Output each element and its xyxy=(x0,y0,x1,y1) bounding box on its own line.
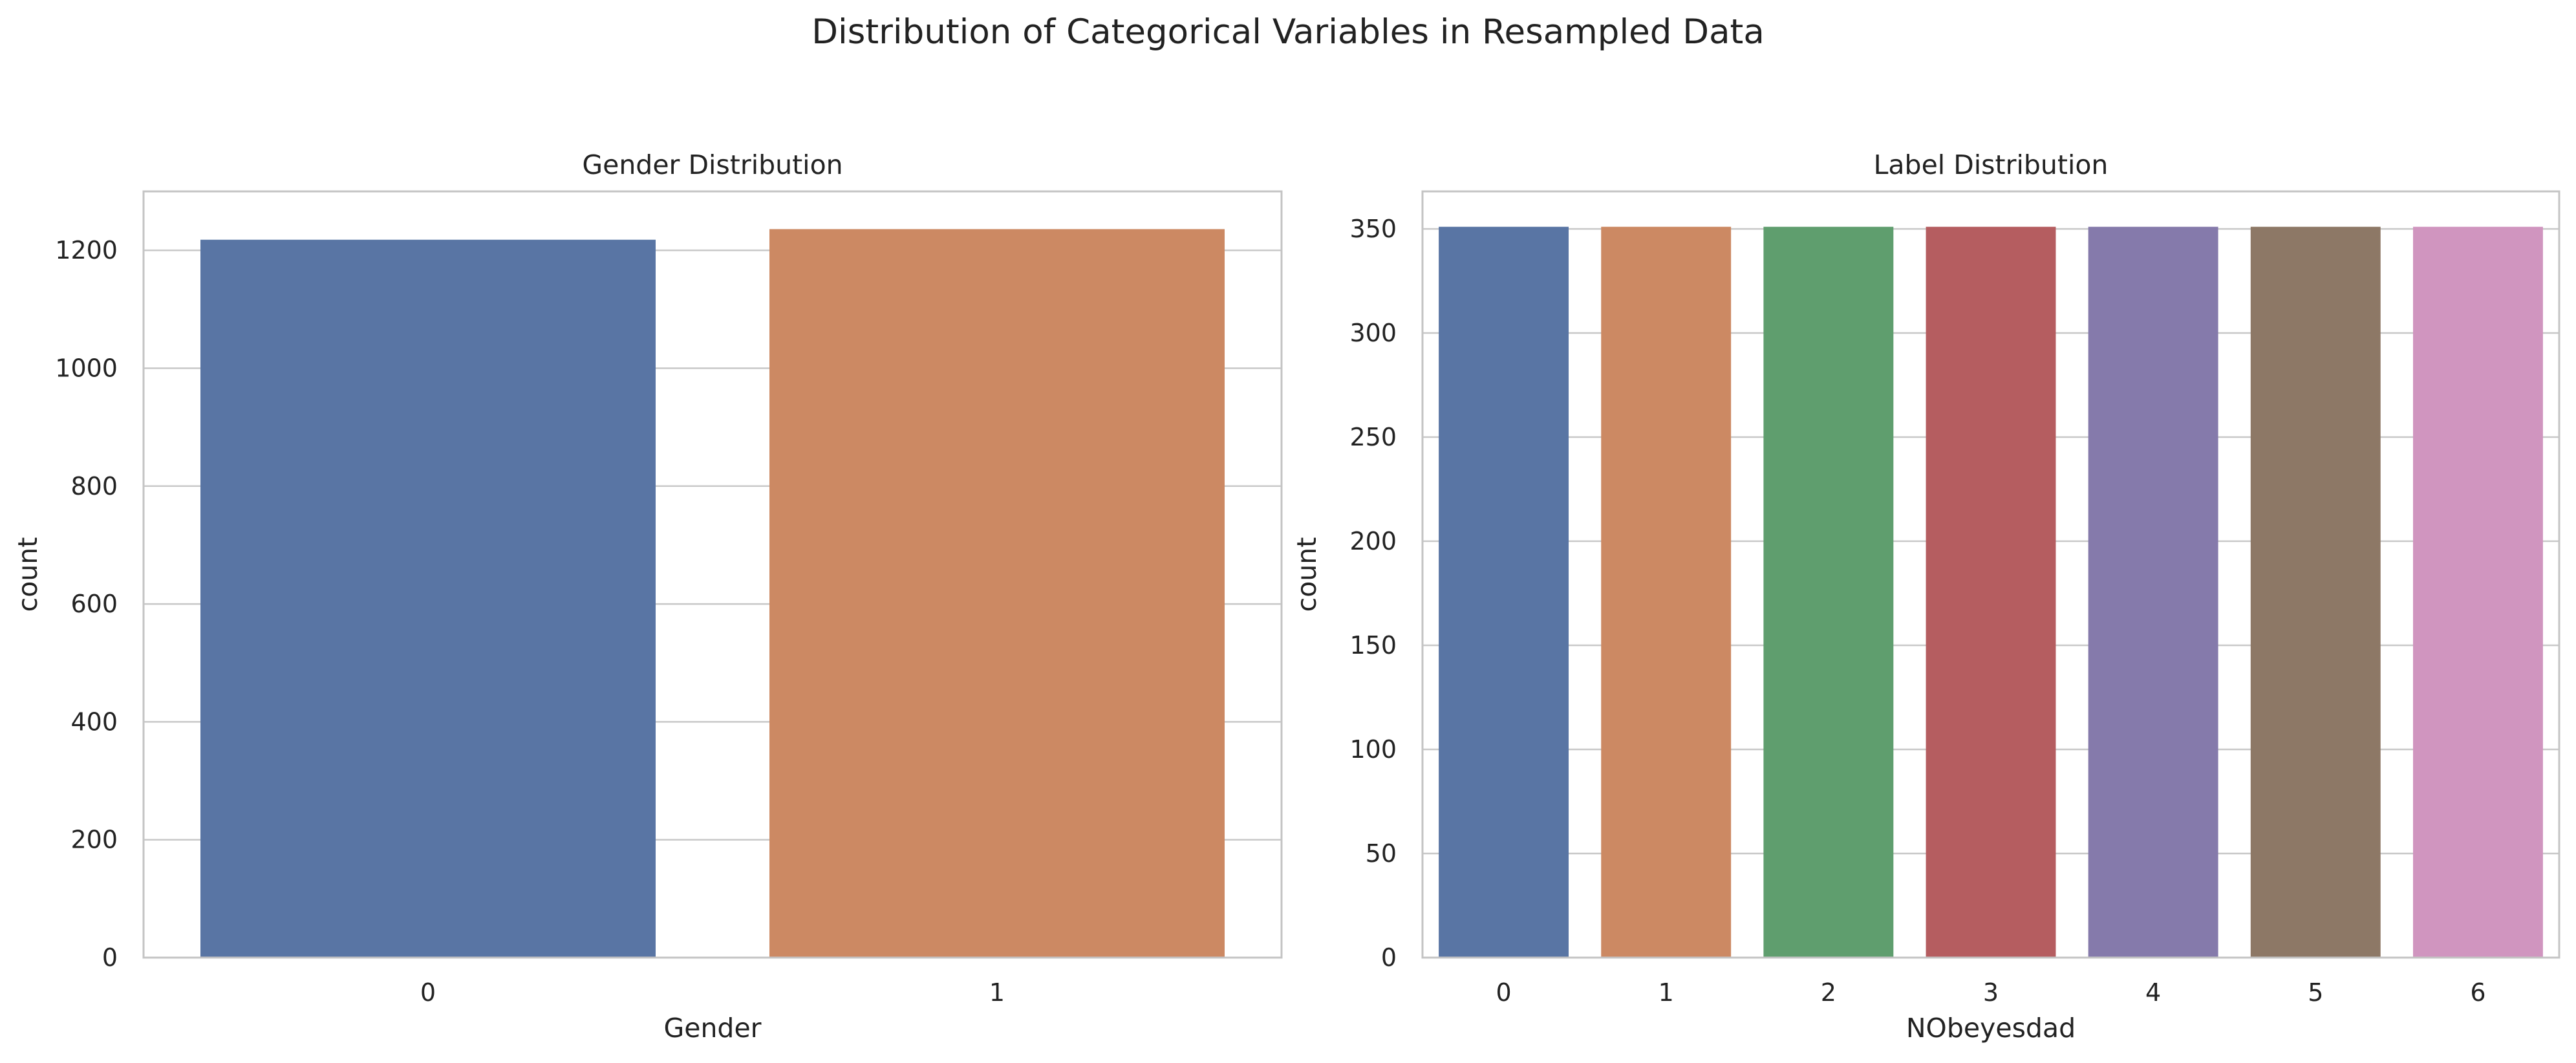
chart-title: Label Distribution xyxy=(1874,149,2109,180)
bar-0 xyxy=(1439,226,1569,958)
y-tick-label: 800 xyxy=(70,472,118,500)
y-axis-label: count xyxy=(12,537,43,612)
y-tick-label: 200 xyxy=(1349,527,1397,555)
x-tick-label: 6 xyxy=(2470,978,2485,1007)
y-axis-label: count xyxy=(1291,537,1322,612)
x-axis-label: NObeyesdad xyxy=(1906,1013,2076,1044)
plot-frame xyxy=(1421,190,2560,959)
y-tick-label: 1200 xyxy=(55,236,118,264)
x-tick-label: 1 xyxy=(989,978,1005,1007)
chart-title: Gender Distribution xyxy=(582,149,843,180)
y-tick-label: 300 xyxy=(1349,319,1397,347)
y-tick-label: 0 xyxy=(1381,943,1397,972)
bar-5 xyxy=(2250,226,2381,958)
bar-1 xyxy=(769,229,1225,958)
bar-2 xyxy=(1763,226,1894,958)
y-tick-label: 0 xyxy=(102,943,118,972)
x-tick-label: 5 xyxy=(2308,978,2323,1007)
label-distribution-chart: 0 50 100 150 200 250 300 350 0 1 2 3 4 5 6 Label Distri… xyxy=(1291,149,2560,1044)
x-tick-label: 0 xyxy=(420,978,436,1007)
figure-title: Distribution of Categorical Variables in… xyxy=(811,12,1765,52)
y-tick-label: 100 xyxy=(1349,735,1397,764)
x-tick-label: 3 xyxy=(1983,978,1999,1007)
bar-4 xyxy=(2088,226,2218,958)
y-tick-label: 200 xyxy=(70,826,118,854)
x-tick-label: 0 xyxy=(1496,978,1511,1007)
y-tick-label: 400 xyxy=(70,707,118,736)
x-tick-label: 4 xyxy=(2145,978,2161,1007)
y-tick-label: 1000 xyxy=(55,354,118,382)
plot-frame xyxy=(142,190,1283,959)
bar-6 xyxy=(2412,226,2543,958)
x-tick-label: 2 xyxy=(1821,978,1836,1007)
gender-distribution-chart: 0 200 400 600 800 1000 1200 0 1 Gender Distributi… xyxy=(12,149,1283,1044)
y-tick-label: 250 xyxy=(1349,423,1397,451)
y-tick-label: 50 xyxy=(1366,839,1397,868)
y-tick-label: 150 xyxy=(1349,631,1397,660)
x-tick-label: 1 xyxy=(1658,978,1674,1007)
x-axis-label: Gender xyxy=(663,1013,761,1044)
bar-0 xyxy=(200,239,656,958)
y-tick-label: 600 xyxy=(70,590,118,618)
y-tick-label: 350 xyxy=(1349,215,1397,243)
bar-1 xyxy=(1601,226,1732,958)
bar-3 xyxy=(1926,226,2056,958)
